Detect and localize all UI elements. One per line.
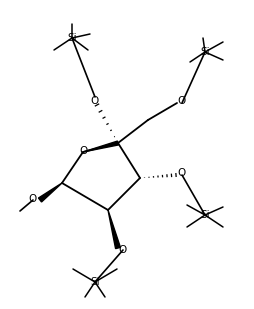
- Polygon shape: [108, 210, 120, 249]
- Text: Si: Si: [199, 47, 209, 57]
- Text: O: O: [90, 96, 99, 106]
- Text: O: O: [177, 96, 185, 106]
- Text: O: O: [118, 245, 127, 255]
- Polygon shape: [83, 141, 118, 152]
- Polygon shape: [38, 183, 62, 202]
- Text: O: O: [29, 194, 37, 204]
- Text: Si: Si: [199, 210, 209, 220]
- Text: Si: Si: [67, 33, 76, 43]
- Text: O: O: [177, 168, 185, 178]
- Text: Si: Si: [90, 277, 99, 287]
- Text: O: O: [80, 146, 88, 156]
